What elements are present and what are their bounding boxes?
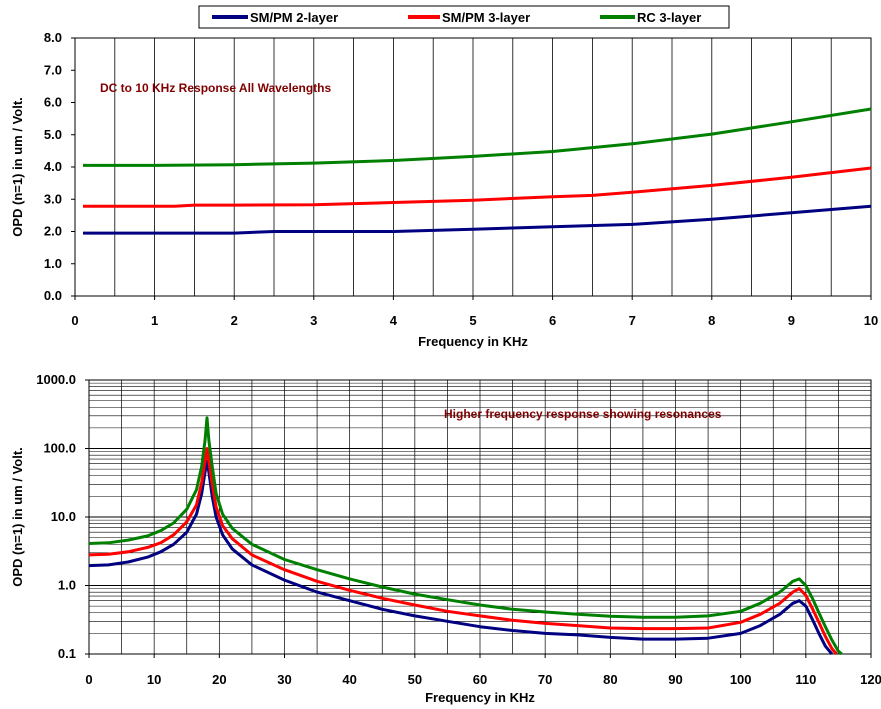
x-tick-label: 40 <box>342 672 356 687</box>
series-line-sm-pm-2-layer <box>83 204 872 235</box>
y-tick-label: 1.0 <box>58 578 76 593</box>
y-tick-label: 10.0 <box>51 509 76 524</box>
x-tick-label: 0 <box>71 313 78 328</box>
series-line-sm-pm-3-layer <box>88 447 838 655</box>
legend-label-sm-pm-3-layer: SM/PM 3-layer <box>442 10 530 25</box>
y-tick-label: 7.0 <box>44 62 62 77</box>
chart-high-frequency-y-ticks: 0.1 1.0 10.0 100.0 1000.0 <box>36 372 89 661</box>
chart-low-frequency-y-axis-label: OPD (n=1) in um / Volt. <box>10 97 25 237</box>
x-tick-label: 60 <box>473 672 487 687</box>
y-tick-label: 8.0 <box>44 30 62 45</box>
x-tick-label: 80 <box>603 672 617 687</box>
x-tick-label: 7 <box>629 313 636 328</box>
chart-high-frequency-annotation-box <box>432 403 824 425</box>
chart-high-frequency-series <box>88 416 843 656</box>
chart-low-frequency-annotation: DC to 10 KHz Response All Wavelengths <box>100 81 331 95</box>
series-line-sm-pm-3-layer <box>83 166 872 208</box>
x-tick-label: 8 <box>708 313 715 328</box>
x-tick-label: 2 <box>231 313 238 328</box>
x-tick-label: 5 <box>469 313 476 328</box>
series-line-rc-3-layer <box>83 107 872 167</box>
chart-low-frequency-x-ticks: 0 1 2 3 4 5 6 7 8 9 10 <box>71 296 878 328</box>
x-tick-label: 110 <box>795 672 816 687</box>
x-tick-label: 9 <box>788 313 795 328</box>
x-tick-label: 90 <box>668 672 682 687</box>
x-tick-label: 120 <box>860 672 881 687</box>
x-tick-label: 30 <box>277 672 291 687</box>
y-tick-label: 3.0 <box>44 191 62 206</box>
x-tick-label: 70 <box>538 672 552 687</box>
legend-label-rc-3-layer: RC 3-layer <box>637 10 701 25</box>
y-tick-label: 1.0 <box>44 256 62 271</box>
x-tick-label: 100 <box>730 672 752 687</box>
chart-low-frequency-y-ticks: 0.0 1.0 2.0 3.0 4.0 5.0 6.0 7.0 8.0 <box>44 30 75 303</box>
chart-low-frequency-series <box>83 107 872 235</box>
y-tick-label: 0.0 <box>44 288 62 303</box>
chart-low-frequency-grid <box>114 38 832 296</box>
x-tick-label: 50 <box>408 672 422 687</box>
chart-high-frequency-y-axis-label: OPD (n=1) in um / Volt. <box>10 447 25 587</box>
x-tick-label: 0 <box>85 672 92 687</box>
legend-label-sm-pm-2-layer: SM/PM 2-layer <box>250 10 338 25</box>
series-line-rc-3-layer <box>88 416 843 656</box>
y-tick-label: 2.0 <box>44 224 62 239</box>
x-tick-label: 3 <box>310 313 317 328</box>
y-tick-label: 100.0 <box>43 441 76 456</box>
y-tick-label: 6.0 <box>44 95 62 110</box>
y-tick-label: 0.1 <box>58 646 76 661</box>
x-tick-label: 20 <box>212 672 226 687</box>
x-tick-label: 1 <box>151 313 158 328</box>
series-line-sm-pm-2-layer <box>88 459 834 655</box>
chart-high-frequency-x-axis-label: Frequency in KHz <box>425 690 535 705</box>
chart-high-frequency-annotation: Higher frequency response showing resona… <box>444 407 722 421</box>
x-tick-label: 6 <box>549 313 556 328</box>
y-tick-label: 1000.0 <box>36 372 76 387</box>
y-tick-label: 5.0 <box>44 127 62 142</box>
y-tick-label: 4.0 <box>44 159 62 174</box>
x-tick-label: 10 <box>864 313 878 328</box>
chart-high-frequency-x-ticks: 0 10 20 30 40 50 60 70 80 90 100 110 120 <box>85 654 881 687</box>
chart-high-frequency: 0.1 1.0 10.0 100.0 1000.0 0 10 20 30 40 50 60 70 80 9… <box>10 372 881 705</box>
chart-low-frequency: 0.0 1.0 2.0 3.0 4.0 5.0 6.0 7.0 8.0 0 1 2 3 4 5 6 7 8 9 10… <box>10 30 878 349</box>
x-tick-label: 10 <box>147 672 161 687</box>
chart-low-frequency-x-axis-label: Frequency in KHz <box>418 334 528 349</box>
legend-box <box>198 5 730 29</box>
legend: SM/PM 2-layer SM/PM 3-layer RC 3-layer <box>198 5 730 29</box>
x-tick-label: 4 <box>390 313 398 328</box>
